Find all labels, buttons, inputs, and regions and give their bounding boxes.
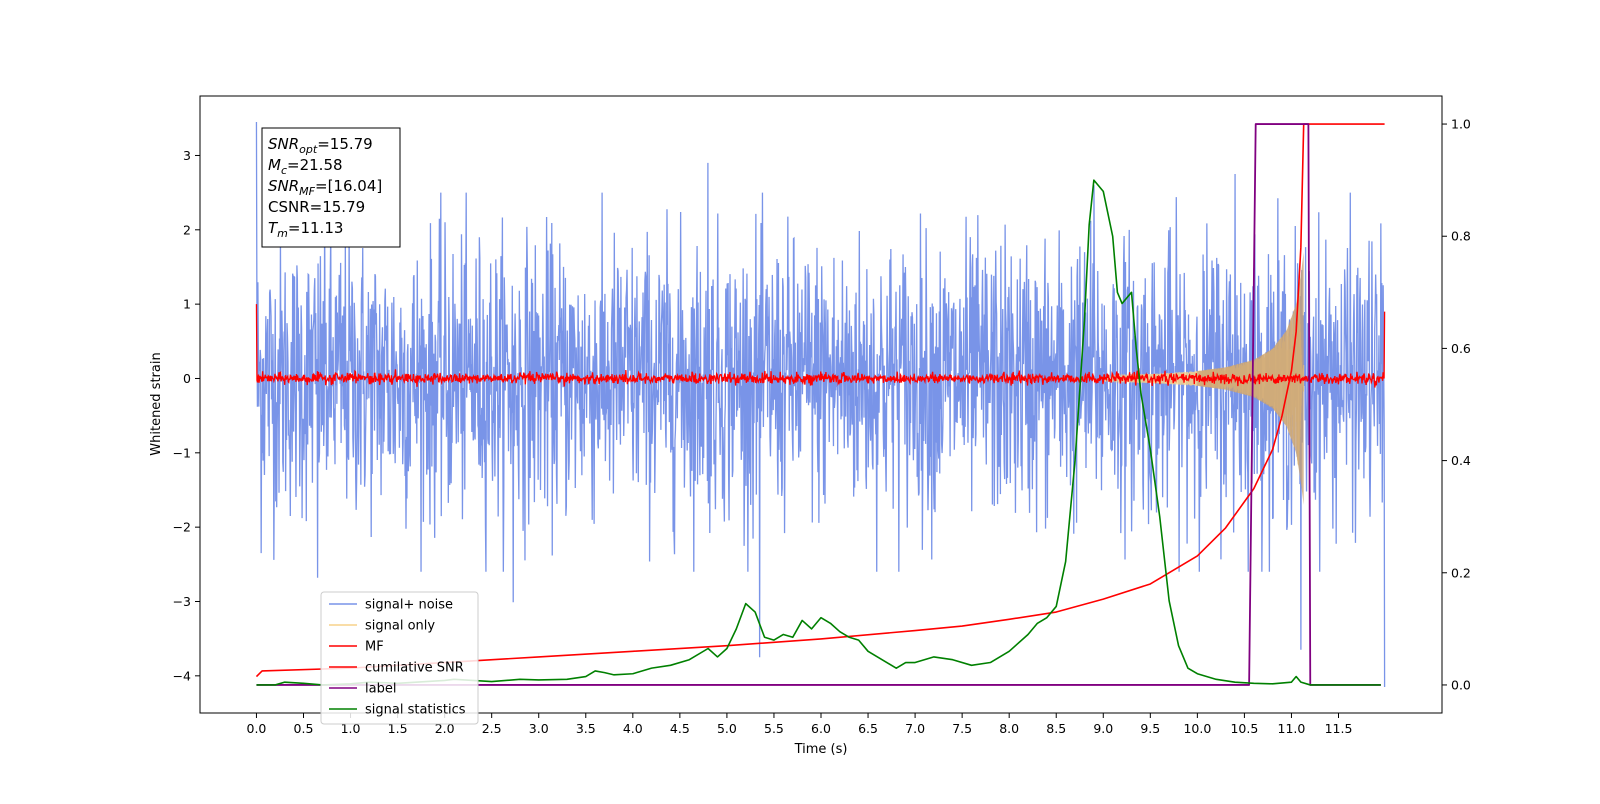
- series-mf: [255, 304, 1386, 388]
- x-tick-label: 8.5: [1046, 721, 1066, 736]
- x-tick-label: 0.0: [247, 721, 267, 736]
- x-tick-label: 2.0: [435, 721, 455, 736]
- legend-label: signal only: [365, 619, 435, 634]
- x-tick-label: 9.0: [1093, 721, 1113, 736]
- x-tick-label: 10.0: [1183, 721, 1211, 736]
- y-tick-label: −2: [173, 520, 191, 535]
- y-tick-label: 3: [183, 148, 191, 163]
- y2-tick-label: 0.0: [1451, 677, 1471, 692]
- x-tick-label: 5.0: [717, 721, 737, 736]
- y2-tick-label: 0.6: [1451, 341, 1471, 356]
- legend-box: [320, 591, 479, 725]
- y-tick-label: −3: [173, 594, 191, 609]
- x-tick-label: 3.0: [529, 721, 549, 736]
- x-tick-label: 6.5: [858, 721, 878, 736]
- x-tick-label: 11.0: [1278, 721, 1306, 736]
- annotation-line: CSNR=15.79: [268, 198, 365, 216]
- x-tick-label: 8.0: [999, 721, 1019, 736]
- y-tick-label: −4: [173, 668, 191, 683]
- y2-tick-label: 1.0: [1451, 117, 1471, 132]
- x-tick-label: 4.5: [670, 721, 690, 736]
- x-tick-label: 10.5: [1230, 721, 1258, 736]
- x-axis-label: Time (s): [794, 742, 848, 757]
- x-tick-label: 7.0: [905, 721, 925, 736]
- annotation-box: [261, 127, 401, 248]
- x-tick-label: 4.0: [623, 721, 643, 736]
- y-tick-label: −1: [173, 445, 191, 460]
- series-cumulative-snr: [255, 123, 1385, 678]
- annotation-line: SNRopt=15.79: [268, 135, 373, 156]
- x-tick-label: 3.5: [576, 721, 596, 736]
- annotation-line: Mc=21.58: [268, 156, 343, 177]
- x-tick-label: 1.5: [388, 721, 408, 736]
- legend-label: MF: [365, 640, 384, 655]
- x-tick-label: 0.5: [294, 721, 314, 736]
- y-axis-label: Whitened strain: [149, 352, 164, 455]
- x-tick-label: 11.5: [1325, 721, 1353, 736]
- y2-tick-label: 0.2: [1451, 565, 1471, 580]
- legend-label: cumilative SNR: [365, 661, 464, 676]
- y2-tick-label: 0.8: [1451, 229, 1471, 244]
- x-tick-label: 7.5: [952, 721, 972, 736]
- y-tick-label: 2: [183, 222, 191, 237]
- legend-label: label: [365, 682, 396, 697]
- x-tick-label: 1.0: [341, 721, 361, 736]
- y2-tick-label: 0.4: [1451, 453, 1471, 468]
- legend-label: signal statistics: [365, 703, 466, 718]
- annotation-line: Tm=11.13: [268, 219, 343, 240]
- x-tick-label: 2.5: [482, 721, 502, 736]
- x-tick-label: 6.0: [811, 721, 831, 736]
- x-tick-label: 5.5: [764, 721, 784, 736]
- y-tick-label: 0: [183, 371, 191, 386]
- annotation-line: SNRMF=[16.04]: [268, 177, 382, 198]
- series-signal-statistics: [256, 179, 1381, 686]
- y-tick-label: 1: [183, 297, 191, 312]
- legend-label: signal+ noise: [365, 598, 453, 613]
- x-tick-label: 9.5: [1140, 721, 1160, 736]
- series-signal-plus-noise: [255, 122, 1386, 687]
